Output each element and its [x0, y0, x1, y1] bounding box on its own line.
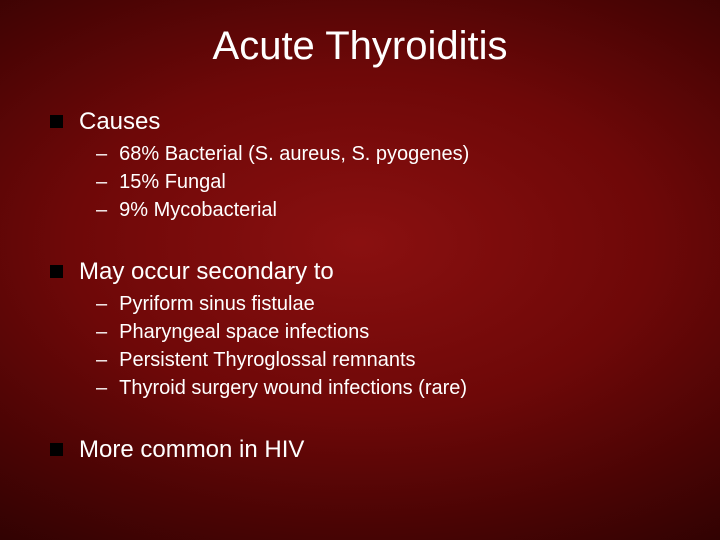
sub-bullet: – Pyriform sinus fistulae [96, 291, 680, 317]
sub-bullet: – Persistent Thyroglossal remnants [96, 347, 680, 373]
sub-bullet: – 9% Mycobacterial [96, 197, 680, 223]
bullet-causes: Causes [50, 107, 680, 137]
sub-bullet-text: Thyroid surgery wound infections (rare) [119, 375, 467, 401]
bullet-label: May occur secondary to [79, 257, 334, 287]
sub-bullet: – Thyroid surgery wound infections (rare… [96, 375, 680, 401]
sub-bullet-text: Pharyngeal space infections [119, 319, 369, 345]
square-bullet-icon [50, 265, 63, 278]
sub-bullet-text: 9% Mycobacterial [119, 197, 277, 223]
dash-icon: – [96, 197, 107, 223]
dash-icon: – [96, 319, 107, 345]
sub-bullet-text: Persistent Thyroglossal remnants [119, 347, 415, 373]
section-gap [50, 403, 680, 421]
sub-bullet-text: 68% Bacterial (S. aureus, S. pyogenes) [119, 141, 469, 167]
sub-bullet: – 68% Bacterial (S. aureus, S. pyogenes) [96, 141, 680, 167]
slide: Acute Thyroiditis Causes – 68% Bacterial… [0, 0, 720, 540]
slide-content: Causes – 68% Bacterial (S. aureus, S. py… [0, 107, 720, 465]
slide-title: Acute Thyroiditis [0, 0, 720, 93]
dash-icon: – [96, 347, 107, 373]
dash-icon: – [96, 141, 107, 167]
sub-bullet: – 15% Fungal [96, 169, 680, 195]
sub-bullet-text: Pyriform sinus fistulae [119, 291, 315, 317]
square-bullet-icon [50, 115, 63, 128]
bullet-secondary: May occur secondary to [50, 257, 680, 287]
dash-icon: – [96, 169, 107, 195]
bullet-label: More common in HIV [79, 435, 304, 465]
dash-icon: – [96, 291, 107, 317]
dash-icon: – [96, 375, 107, 401]
square-bullet-icon [50, 443, 63, 456]
bullet-hiv: More common in HIV [50, 435, 680, 465]
sub-bullet-text: 15% Fungal [119, 169, 226, 195]
sub-bullet: – Pharyngeal space infections [96, 319, 680, 345]
section-gap [50, 225, 680, 243]
bullet-label: Causes [79, 107, 160, 137]
